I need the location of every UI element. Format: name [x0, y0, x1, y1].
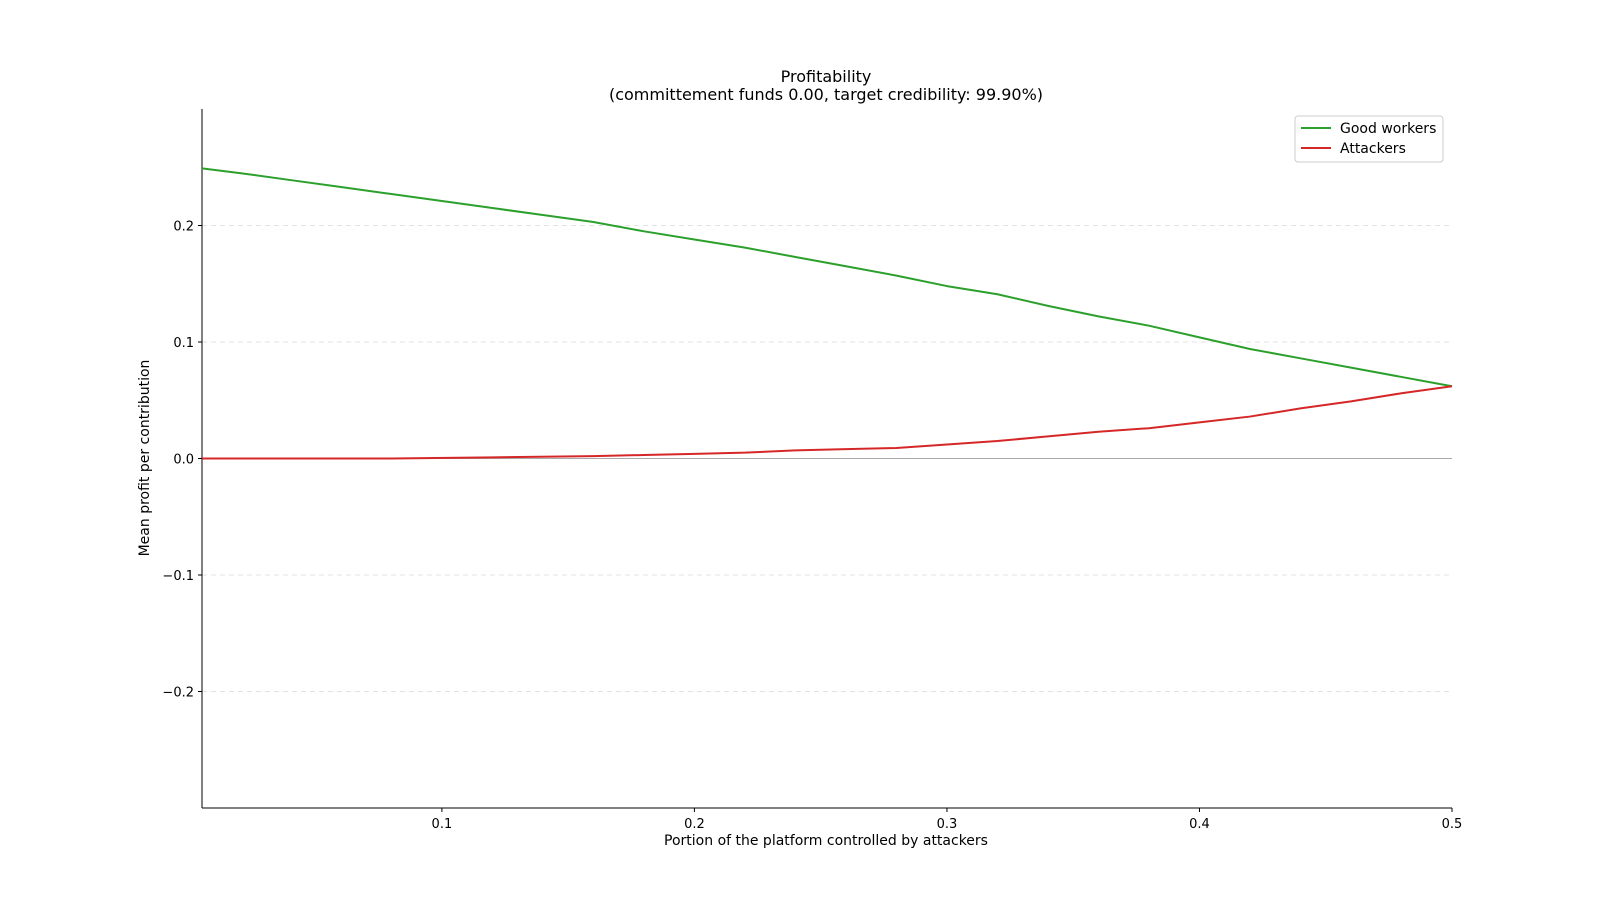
x-tick-label: 0.3	[937, 817, 958, 832]
x-tick-label: 0.1	[432, 817, 453, 832]
series-line-good-workers	[201, 167, 1453, 388]
y-tick-label: 0.2	[173, 220, 194, 235]
legend-label-attackers: Attackers	[1340, 141, 1406, 157]
legend-label-good-workers: Good workers	[1340, 121, 1436, 137]
y-tick-label: 0.0	[173, 453, 194, 468]
y-axis-label: Mean profit per contribution	[137, 360, 153, 557]
x-tick-label: 0.5	[1442, 817, 1463, 832]
legend: Good workers Attackers	[1294, 115, 1444, 163]
series-line-attackers	[202, 385, 1453, 460]
x-tick-label: 0.2	[684, 817, 705, 832]
axes-layer	[198, 109, 1453, 812]
chart-subtitle: (committement funds 0.00, target credibi…	[609, 85, 1043, 104]
legend-box	[1294, 115, 1444, 163]
x-axis-label: Portion of the platform controlled by at…	[664, 833, 988, 849]
chart-title: Profitability	[781, 67, 872, 86]
y-tick-label: −0.1	[162, 569, 194, 584]
x-tick-label: 0.4	[1189, 817, 1210, 832]
series-layer	[201, 167, 1453, 460]
y-tick-label: 0.1	[173, 336, 194, 351]
grid-layer	[202, 225, 1452, 692]
y-tick-label: −0.2	[162, 686, 194, 701]
tick-labels: 0.2 0.1 0.0 −0.1 −0.2 0.1 0.2 0.3 0.4 0.5	[162, 220, 1462, 833]
